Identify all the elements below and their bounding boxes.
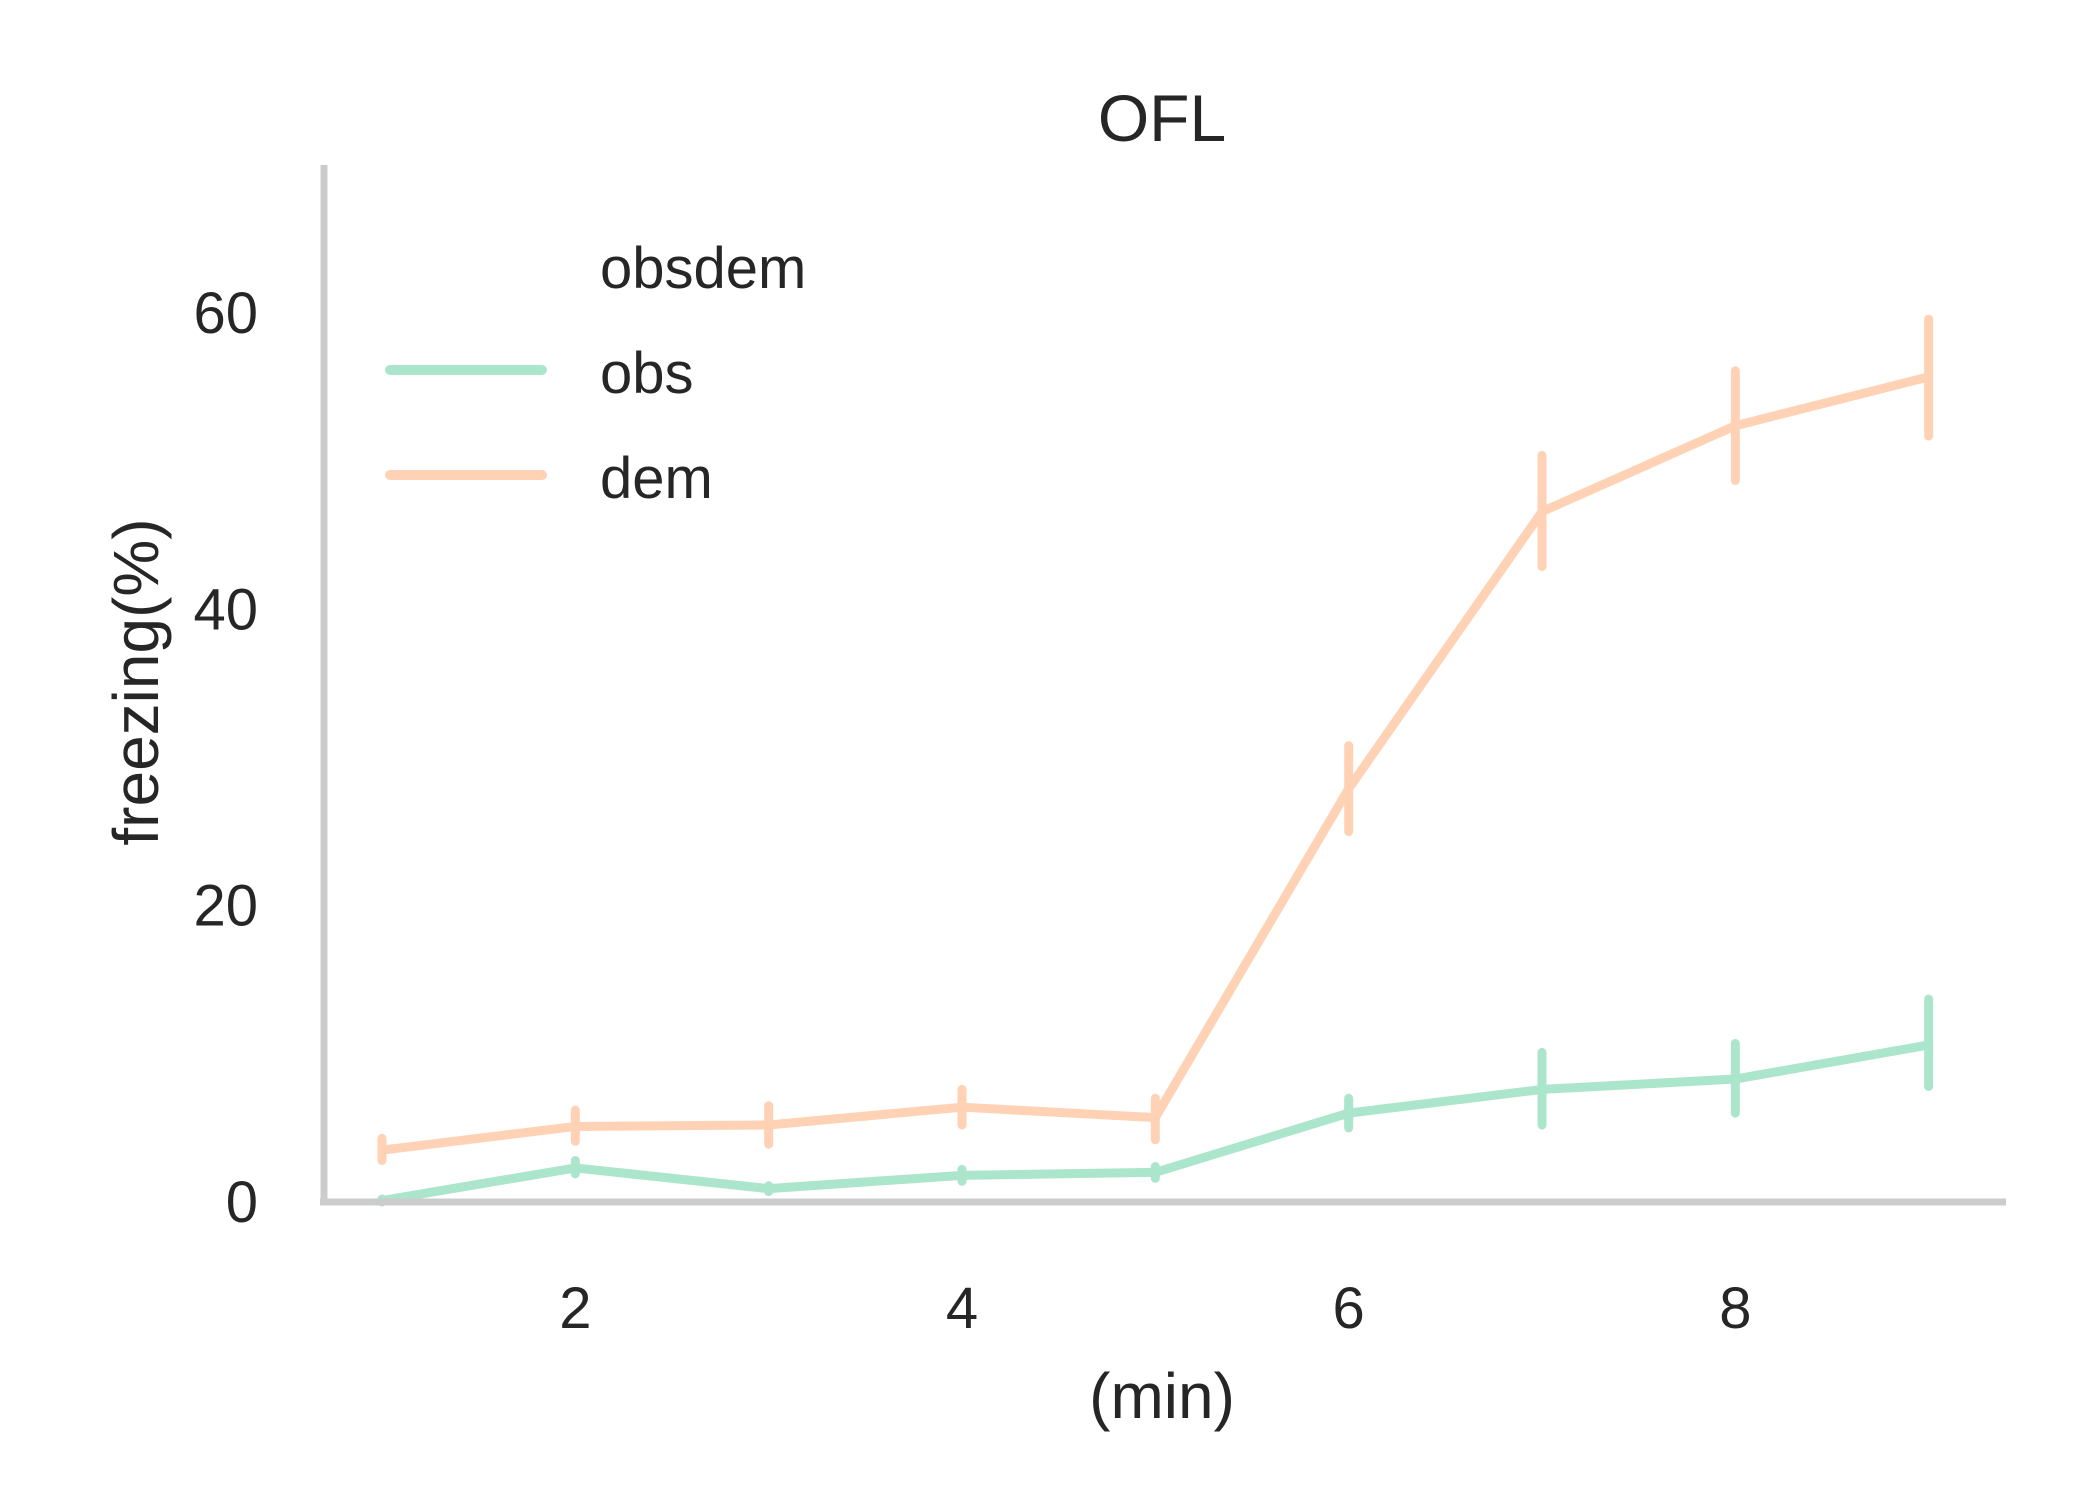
- data-point: [1344, 1109, 1353, 1118]
- y-tick-label: 0: [226, 1170, 258, 1235]
- data-point: [958, 1171, 966, 1180]
- x-tick-label: 4: [946, 1276, 978, 1341]
- data-point: [1344, 784, 1353, 793]
- data-point: [1924, 1040, 1933, 1049]
- y-axis-ticks: 0 20 40 60: [193, 281, 258, 1235]
- data-point: [571, 1163, 580, 1172]
- data-point: [1538, 507, 1546, 516]
- y-tick-label: 60: [193, 281, 258, 346]
- y-tick-label: 40: [193, 577, 258, 642]
- data-point: [958, 1103, 966, 1112]
- data-point: [1151, 1168, 1160, 1177]
- chart-title: OFL: [1098, 81, 1226, 155]
- series-dem: [377, 314, 1934, 1166]
- series-obs: [377, 994, 1934, 1207]
- data-point: [378, 1146, 386, 1155]
- plot-area: [377, 314, 1934, 1207]
- legend-label-obs: obs: [600, 341, 694, 406]
- data-point: [1731, 421, 1740, 430]
- y-tick-label: 20: [193, 874, 258, 939]
- legend: obsdem obs dem: [385, 236, 806, 511]
- legend-label-dem: dem: [600, 446, 713, 511]
- legend-title: obsdem: [600, 236, 806, 301]
- x-tick-label: 6: [1333, 1276, 1365, 1341]
- data-point: [1151, 1113, 1160, 1122]
- data-point: [764, 1184, 773, 1193]
- data-point: [571, 1122, 580, 1131]
- x-tick-label: 8: [1719, 1276, 1751, 1341]
- x-axis-label: (min): [1089, 1360, 1235, 1432]
- data-point: [1924, 372, 1933, 381]
- x-axis-ticks: 2 4 6 8: [559, 1276, 1751, 1341]
- data-point: [1731, 1075, 1740, 1084]
- y-axis-label: freezing(%): [100, 518, 172, 845]
- x-tick-label: 2: [559, 1276, 591, 1341]
- data-point: [1538, 1085, 1546, 1094]
- data-point: [764, 1120, 773, 1129]
